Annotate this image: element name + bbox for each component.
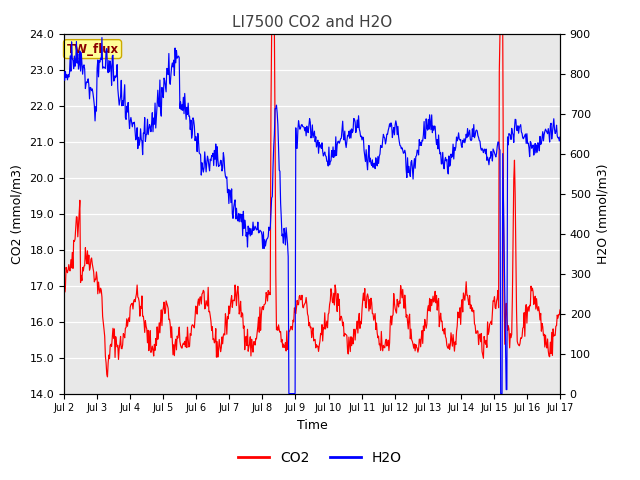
X-axis label: Time: Time xyxy=(296,419,328,432)
Y-axis label: CO2 (mmol/m3): CO2 (mmol/m3) xyxy=(11,164,24,264)
Legend: CO2, H2O: CO2, H2O xyxy=(233,445,407,471)
Y-axis label: H2O (mmol/m3): H2O (mmol/m3) xyxy=(596,163,609,264)
Title: LI7500 CO2 and H2O: LI7500 CO2 and H2O xyxy=(232,15,392,30)
Text: TW_flux: TW_flux xyxy=(67,43,118,56)
